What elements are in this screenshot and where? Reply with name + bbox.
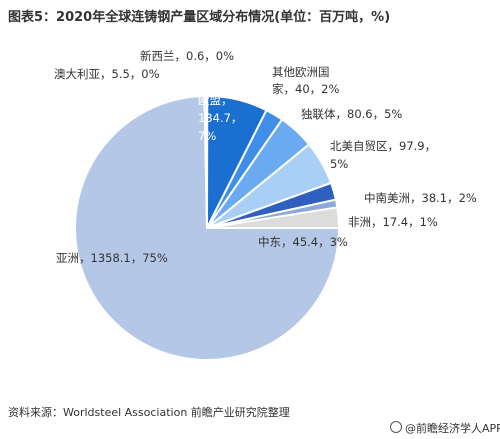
slice-label-6: 中南美洲，38.1，2% bbox=[364, 191, 477, 205]
pie-slice-9 bbox=[74, 94, 341, 361]
pie-slice-10 bbox=[203, 94, 208, 229]
brand-watermark: @前瞻经济学人APP bbox=[390, 420, 500, 436]
slice-label-9: 亚洲，1358.1，75% bbox=[56, 251, 168, 265]
slice-label-2: 欧盟， 134.7， 7% bbox=[198, 93, 242, 143]
slice-label-8: 中东，45.4，3% bbox=[258, 235, 348, 249]
brand-icon bbox=[390, 421, 402, 433]
source-note: 资料来源：Worldsteel Association 前瞻产业研究院整理 bbox=[8, 406, 290, 419]
chart-title: 图表5：2020年全球连铸钢产量区域分布情况(单位：百万吨，%) bbox=[8, 10, 391, 25]
slice-label-5: 北美自贸区，97.9， 5% bbox=[330, 139, 436, 171]
slice-label-1: 新西兰，0.6，0% bbox=[140, 49, 234, 63]
slice-label-7: 非洲，17.4，1% bbox=[348, 215, 438, 229]
slice-label-3: 其他欧洲国家，40，2% bbox=[272, 65, 339, 96]
slice-label-10: 澳大利亚，5.5，0% bbox=[54, 67, 160, 81]
slice-label-4: 独联体，80.6，5% bbox=[301, 107, 402, 121]
brand-text: @前瞻经济学人APP bbox=[405, 422, 500, 435]
